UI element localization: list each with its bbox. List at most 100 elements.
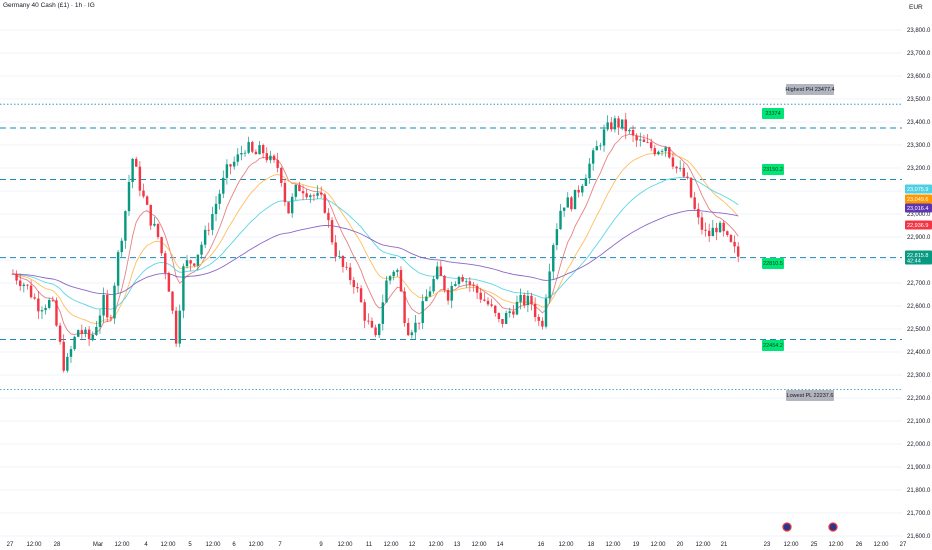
candle-body [646,141,649,143]
candle-body [722,222,725,232]
candle-body [530,295,533,304]
price-tick: 22,100.0 [907,419,931,425]
candle-body [450,286,453,301]
candle-body [240,153,243,155]
candle-body [18,280,22,287]
price-tick: 22,600.0 [907,304,931,310]
candle-body [562,207,566,211]
candle-body [178,310,181,344]
candle-body [265,153,268,161]
candle-body [370,320,374,328]
candle-body [689,177,693,198]
candle-body [381,302,385,324]
candle-body [479,292,482,300]
candle-body [403,291,406,324]
candle-body [443,275,446,290]
candle-body [225,164,229,178]
level-tag [762,164,784,175]
candle-body [15,273,18,281]
candle-body [193,263,196,266]
candle-body [269,155,272,161]
candle-body [203,229,207,245]
candle-body [494,305,497,313]
candle-body [164,253,167,273]
ma-slow-line [12,176,739,310]
time-axis: 27 12:00 28 Mar 12:00 4 12:00 5 12:00 6 12:00 7 9 12:… [7,522,907,548]
candle-body [196,254,200,266]
time-tick: 12:00 [160,542,176,548]
candle-body [109,317,113,319]
candle-body [374,327,377,336]
candle-body [715,227,718,233]
candle-body [26,284,29,286]
candle-body [69,349,73,357]
level-tag [762,258,784,269]
candle-body [37,298,40,312]
price-tick: 23,400.0 [907,120,931,126]
candle-body [606,122,609,130]
time-tick: 12:00 [783,542,799,548]
time-tick: 23 [764,542,771,548]
candle-body [29,285,33,298]
candle-body [229,164,232,167]
candle-body [490,304,493,306]
candle-body [214,203,218,215]
candle-body [392,271,395,277]
level-tag-label: 23374 [765,111,780,117]
candle-body [425,296,428,302]
time-tick: 12:00 [383,542,399,548]
candle-body [475,285,479,293]
candle-body [276,160,279,168]
candle-body [704,229,707,231]
moving-averages [12,133,739,335]
candle-body [11,273,15,275]
candle-body [486,300,490,305]
candle-body [258,145,261,155]
time-tick: 12:00 [605,542,621,548]
candle-body [120,240,123,253]
time-tick: 12:00 [471,542,487,548]
price-tick: 22,400.0 [907,350,931,356]
candle-body [678,167,682,169]
candle-body [533,303,537,317]
extreme-tag [786,390,834,401]
candle-body [617,118,620,128]
candle-body [591,150,595,164]
currency-label[interactable]: EUR [909,4,923,11]
candle-body [323,194,327,213]
candle-body [588,163,591,179]
candle-body [98,315,102,327]
time-tick: 25 [811,542,818,548]
time-tick: 21 [721,542,728,548]
candle-body [660,151,664,152]
candle-body [508,311,511,314]
candles [11,112,740,373]
candle-body [628,129,631,132]
time-tick: 12:00 [114,542,130,548]
candle-body [200,244,203,255]
candle-body [160,237,163,254]
candle-body [388,276,392,281]
candle-body [584,178,588,186]
candle-body [457,276,461,285]
price-tick: 23,200.0 [907,166,931,172]
candle-body [261,145,265,154]
price-tick: 21,700.0 [907,511,931,517]
time-tick: Mar [93,542,103,548]
candle-body [385,280,388,303]
candle-body [446,289,450,301]
candle-body [559,210,562,230]
candle-body [51,299,55,301]
price-tag-value: 23,049.6 [907,197,928,203]
candle-body [686,176,689,178]
extreme-tag [786,84,834,95]
time-tick: 12:00 [873,542,889,548]
lowest-pl-label: Lowest PL 22237.6 [787,393,834,399]
price-tick: 22,300.0 [907,373,931,379]
time-tick: 12:00 [26,542,42,548]
candle-body [287,202,290,214]
candle-body [504,313,508,324]
level-tag [762,108,784,119]
price-tick: 21,800.0 [907,488,931,494]
